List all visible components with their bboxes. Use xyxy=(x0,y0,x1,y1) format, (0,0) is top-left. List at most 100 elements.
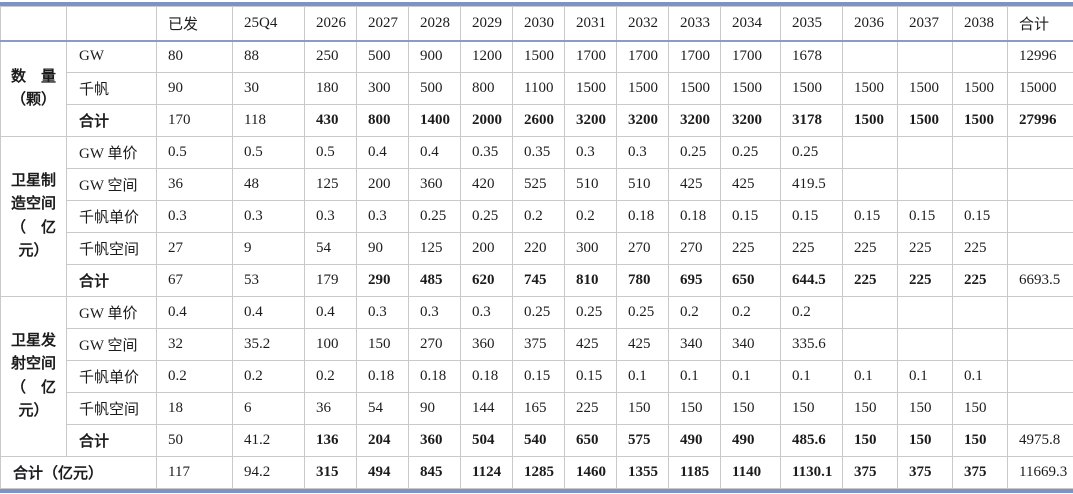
table-row: 数 量（颗） GW 80 88 250 500 900 1200 1500 1700 1700 170… xyxy=(0,40,1073,137)
value-cell: 695 xyxy=(668,264,721,297)
value-cell: 165 xyxy=(512,392,565,425)
value-cell: 1700 xyxy=(668,40,721,73)
year-header-cell: 2038 xyxy=(952,6,1008,42)
value-cell: 0.3 xyxy=(408,296,461,329)
value-cell: 2000 xyxy=(460,104,513,137)
value-cell: 9 xyxy=(232,232,305,265)
value-cell: 0.3 xyxy=(564,136,617,169)
value-cell: 900 xyxy=(408,40,461,73)
year-header-cell: 2031 xyxy=(564,6,617,42)
value-cell: 650 xyxy=(720,264,781,297)
value-cell: 0.2 xyxy=(780,296,843,329)
table-row: 千帆空间 18 6 36 54 90 144 165 225 150 150 150 150 150 150… xyxy=(1,392,1073,425)
value-cell: 35.2 xyxy=(232,328,305,361)
value-cell: 225 xyxy=(842,232,898,265)
value-cell: 36 xyxy=(156,168,233,201)
value-cell: 0.2 xyxy=(512,200,565,233)
value-cell: 1500 xyxy=(952,72,1008,105)
value-cell: 0.1 xyxy=(897,360,953,393)
value-cell: 780 xyxy=(616,264,669,297)
value-cell: 800 xyxy=(460,72,513,105)
value-cell: 94.2 xyxy=(232,456,305,489)
row-label-cell: 千帆 xyxy=(66,72,157,105)
value-cell xyxy=(897,328,953,361)
value-cell xyxy=(952,40,1008,73)
value-cell: 179 xyxy=(304,264,357,297)
value-cell: 375 xyxy=(952,456,1008,489)
row-label-cell: 合计 xyxy=(66,264,157,297)
total-label-cell: 合计（亿元） xyxy=(0,456,157,489)
value-cell: 41.2 xyxy=(232,424,305,457)
grand-total-row: 合计（亿元） 117 94.2 315 494 845 1124 1285 1460 1355 11… xyxy=(0,456,1073,489)
value-cell: 0.3 xyxy=(616,136,669,169)
value-cell: 3200 xyxy=(616,104,669,137)
value-cell: 0.4 xyxy=(232,296,305,329)
value-cell xyxy=(842,296,898,329)
group-label-cell: 卫星发 射空间 （ 亿元） xyxy=(0,296,67,457)
value-cell: 375 xyxy=(512,328,565,361)
value-cell xyxy=(952,296,1008,329)
value-cell: 204 xyxy=(356,424,409,457)
value-cell: 0.1 xyxy=(616,360,669,393)
value-cell: 0.5 xyxy=(232,136,305,169)
value-cell: 575 xyxy=(616,424,669,457)
value-cell: 225 xyxy=(720,232,781,265)
group-label-line: 卫星制 xyxy=(10,173,56,189)
value-cell: 30 xyxy=(232,72,305,105)
value-cell: 745 xyxy=(512,264,565,297)
value-cell: 90 xyxy=(156,72,233,105)
year-header-cell: 2036 xyxy=(842,6,898,42)
value-cell: 0.15 xyxy=(720,200,781,233)
value-cell: 0.25 xyxy=(780,136,843,169)
row-label-cell: GW 单价 xyxy=(66,136,157,169)
value-cell: 1700 xyxy=(720,40,781,73)
value-cell: 1500 xyxy=(897,72,953,105)
value-cell: 360 xyxy=(408,168,461,201)
value-cell: 150 xyxy=(842,424,898,457)
table-row: 合计 67 53 179 290 485 620 745 810 780 695 650 644.5 22… xyxy=(1,264,1073,297)
value-cell: 118 xyxy=(232,104,305,137)
value-cell: 800 xyxy=(356,104,409,137)
year-header-cell: 2030 xyxy=(512,6,565,42)
value-cell: 0.2 xyxy=(720,296,781,329)
value-cell: 1678 xyxy=(780,40,843,73)
value-cell: 1500 xyxy=(616,72,669,105)
satellite-capacity-table: 已发 25Q4 2026 2027 2028 2029 2030 2031 2032 2033 20… xyxy=(0,6,1073,489)
value-cell: 0.3 xyxy=(156,200,233,233)
group-label-cell: 卫星制 造空间 （ 亿元） xyxy=(0,136,67,297)
value-cell: 1185 xyxy=(668,456,721,489)
table-row: 合计 50 41.2 136 204 360 504 540 650 575 490 490 485.6… xyxy=(1,424,1073,457)
value-cell: 6 xyxy=(232,392,305,425)
value-cell: 225 xyxy=(564,392,617,425)
year-header-cell: 已发 xyxy=(156,6,233,42)
value-cell: 136 xyxy=(304,424,357,457)
corner-cell xyxy=(66,6,157,42)
value-cell: 54 xyxy=(304,232,357,265)
value-cell: 0.1 xyxy=(668,360,721,393)
value-cell: 250 xyxy=(304,40,357,73)
value-cell: 3200 xyxy=(564,104,617,137)
row-label-cell: 千帆空间 xyxy=(66,392,157,425)
value-cell: 150 xyxy=(897,424,953,457)
value-cell: 0.4 xyxy=(156,296,233,329)
value-cell: 80 xyxy=(156,40,233,73)
value-cell: 3200 xyxy=(720,104,781,137)
value-cell: 0.3 xyxy=(356,296,409,329)
value-cell xyxy=(897,136,953,169)
value-cell: 644.5 xyxy=(780,264,843,297)
value-cell: 1700 xyxy=(616,40,669,73)
value-cell xyxy=(1007,392,1073,425)
year-header-cell: 2028 xyxy=(408,6,461,42)
value-cell: 1500 xyxy=(842,72,898,105)
value-cell: 1500 xyxy=(952,104,1008,137)
value-cell: 375 xyxy=(897,456,953,489)
value-cell: 0.4 xyxy=(408,136,461,169)
value-cell: 300 xyxy=(564,232,617,265)
value-cell: 150 xyxy=(842,392,898,425)
row-label-cell: GW 空间 xyxy=(66,328,157,361)
value-cell: 500 xyxy=(356,40,409,73)
value-cell: 0.2 xyxy=(304,360,357,393)
value-cell: 0.18 xyxy=(668,200,721,233)
value-cell: 1500 xyxy=(668,72,721,105)
